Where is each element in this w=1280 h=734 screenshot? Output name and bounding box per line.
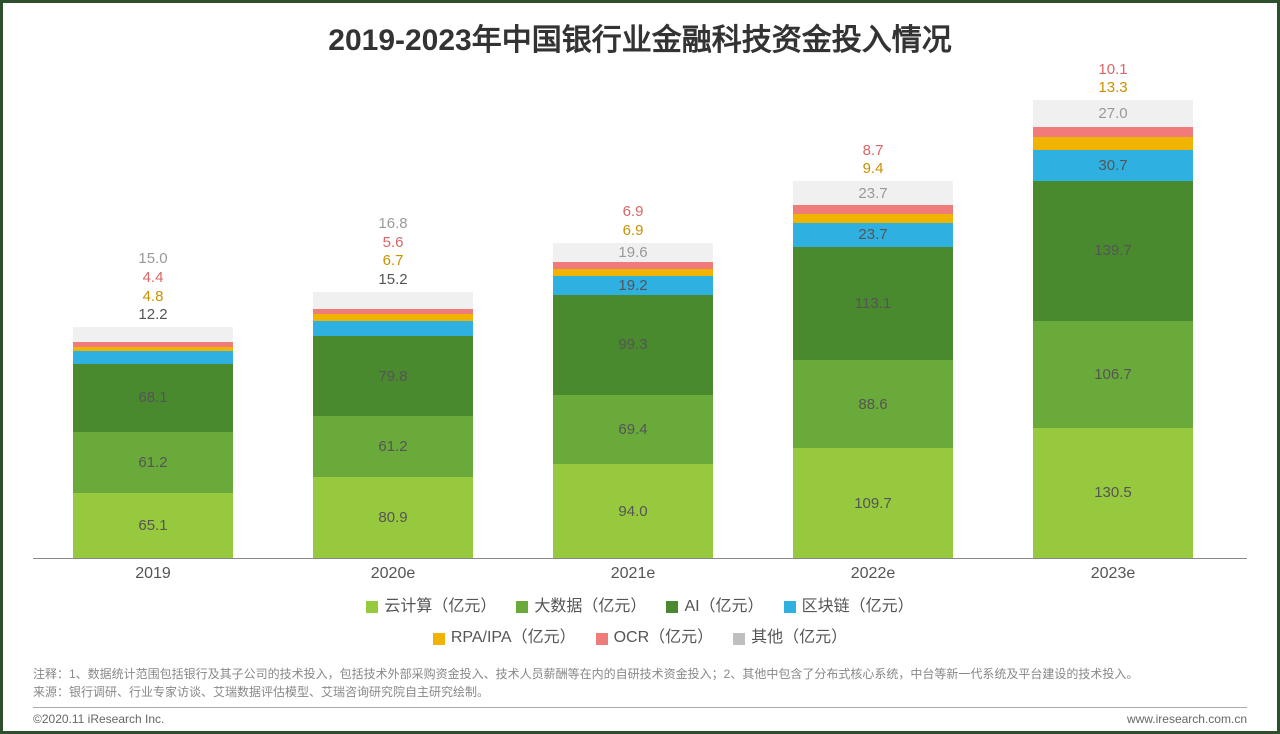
bar-value-label: 8.7 bbox=[863, 142, 884, 161]
bar-segment-bigdata: 69.4 bbox=[553, 395, 713, 464]
bar-group: 80.961.279.816.85.66.715.2 bbox=[313, 292, 473, 558]
x-axis-label: 2020e bbox=[313, 565, 473, 583]
bar-value-label: 9.4 bbox=[863, 160, 884, 179]
legend-item: 区块链（亿元） bbox=[784, 593, 914, 622]
bar-segment-block: 19.2 bbox=[553, 276, 713, 295]
bar-segment-block bbox=[73, 351, 233, 363]
chart-plot-area: 65.161.268.115.04.44.812.280.961.279.816… bbox=[33, 69, 1247, 559]
bar-segment-bigdata: 106.7 bbox=[1033, 321, 1193, 428]
legend-label: 区块链（亿元） bbox=[802, 593, 914, 622]
bar-segment-cloud: 80.9 bbox=[313, 477, 473, 558]
bar-segment-other bbox=[313, 292, 473, 309]
footer: ©2020.11 iResearch Inc. www.iresearch.co… bbox=[33, 708, 1247, 726]
bar-segment-ai: 99.3 bbox=[553, 295, 713, 394]
bar-value-label: 10.1 bbox=[1098, 61, 1127, 80]
bar-segment-block: 23.7 bbox=[793, 223, 953, 247]
bar-segment-block bbox=[313, 321, 473, 336]
x-axis: 2019 2020e 2021e 2022e 2023e bbox=[33, 559, 1247, 589]
bar-value-label: 4.4 bbox=[143, 269, 164, 288]
bar-value-label: 6.7 bbox=[383, 252, 404, 271]
bar-group: 65.161.268.115.04.44.812.2 bbox=[73, 327, 233, 558]
legend-item: AI（亿元） bbox=[666, 593, 763, 622]
bar-labels-above: 16.85.66.715.2 bbox=[313, 215, 473, 290]
legend-swatch bbox=[366, 601, 378, 613]
bar-segment-bigdata: 61.2 bbox=[313, 416, 473, 477]
bar-segment-ocr bbox=[1033, 127, 1193, 137]
bar-segment-other bbox=[73, 327, 233, 342]
legend-label: 大数据（亿元） bbox=[534, 593, 646, 622]
legend-label: OCR（亿元） bbox=[614, 624, 714, 653]
bar-segment-ai: 79.8 bbox=[313, 336, 473, 416]
bar-value-label: 6.9 bbox=[623, 222, 644, 241]
bar-segment-cloud: 94.0 bbox=[553, 464, 713, 558]
copyright-text: ©2020.11 iResearch Inc. bbox=[33, 712, 164, 726]
footnote-2: 来源：银行调研、行业专家访谈、艾瑞数据评估模型、艾瑞咨询研究院自主研究绘制。 bbox=[33, 683, 1247, 701]
bar-value-label: 5.6 bbox=[383, 234, 404, 253]
x-axis-label: 2023e bbox=[1033, 565, 1193, 583]
bar-labels-above: 10.113.3 bbox=[1033, 61, 1193, 99]
legend-label: RPA/IPA（亿元） bbox=[451, 624, 576, 653]
bar-segment-ocr bbox=[793, 205, 953, 214]
chart-title: 2019-2023年中国银行业金融科技资金投入情况 bbox=[33, 15, 1247, 59]
bar-value-label: 12.2 bbox=[138, 306, 167, 325]
legend-item: 其他（亿元） bbox=[733, 624, 847, 653]
bar-segment-ocr bbox=[553, 262, 713, 269]
bar-segment-other: 27.0 bbox=[1033, 100, 1193, 127]
bar-labels-above: 6.96.9 bbox=[553, 203, 713, 241]
bar-labels-above: 15.04.44.812.2 bbox=[73, 250, 233, 325]
legend-label: AI（亿元） bbox=[684, 593, 763, 622]
bar-segment-ocr bbox=[313, 309, 473, 315]
bar-segment-cloud: 65.1 bbox=[73, 493, 233, 558]
legend-item: 云计算（亿元） bbox=[366, 593, 496, 622]
bar-segment-cloud: 130.5 bbox=[1033, 428, 1193, 559]
legend-label: 云计算（亿元） bbox=[384, 593, 496, 622]
bar-value-label: 6.9 bbox=[623, 203, 644, 222]
bar-segment-rpa bbox=[793, 214, 953, 223]
bar-value-label: 4.8 bbox=[143, 288, 164, 307]
bar-segment-rpa bbox=[313, 314, 473, 321]
bar-value-label: 13.3 bbox=[1098, 79, 1127, 98]
website-text: www.iresearch.com.cn bbox=[1127, 712, 1247, 726]
bar-value-label: 15.2 bbox=[378, 271, 407, 290]
bar-group: 130.5106.7139.730.727.010.113.3 bbox=[1033, 100, 1193, 558]
bar-group: 109.788.6113.123.723.78.79.4 bbox=[793, 181, 953, 558]
bar-segment-bigdata: 61.2 bbox=[73, 432, 233, 493]
bar-segment-ocr bbox=[73, 342, 233, 346]
bar-labels-above: 8.79.4 bbox=[793, 142, 953, 180]
bar-value-label: 15.0 bbox=[138, 250, 167, 269]
bar-segment-ai: 68.1 bbox=[73, 364, 233, 432]
x-axis-label: 2022e bbox=[793, 565, 953, 583]
bar-segment-rpa bbox=[73, 347, 233, 352]
bar-segment-rpa bbox=[1033, 137, 1193, 150]
x-axis-label: 2021e bbox=[553, 565, 713, 583]
legend-swatch bbox=[666, 601, 678, 613]
chart-frame: 2019-2023年中国银行业金融科技资金投入情况 65.161.268.115… bbox=[0, 0, 1280, 734]
x-axis-label: 2019 bbox=[73, 565, 233, 583]
bar-segment-ai: 139.7 bbox=[1033, 181, 1193, 321]
bar-value-label: 16.8 bbox=[378, 215, 407, 234]
legend-swatch bbox=[596, 633, 608, 645]
legend-swatch bbox=[516, 601, 528, 613]
bar-segment-other: 19.6 bbox=[553, 243, 713, 263]
bar-segment-cloud: 109.7 bbox=[793, 448, 953, 558]
legend-item: RPA/IPA（亿元） bbox=[433, 624, 576, 653]
legend-item: OCR（亿元） bbox=[596, 624, 714, 653]
bar-group: 94.069.499.319.219.66.96.9 bbox=[553, 243, 713, 558]
footnotes: 注释：1、数据统计范围包括银行及其子公司的技术投入，包括技术外部采购资金投入、技… bbox=[33, 665, 1247, 708]
bar-segment-other: 23.7 bbox=[793, 181, 953, 205]
bar-segment-ai: 113.1 bbox=[793, 247, 953, 360]
legend-swatch bbox=[784, 601, 796, 613]
footnote-1: 注释：1、数据统计范围包括银行及其子公司的技术投入，包括技术外部采购资金投入、技… bbox=[33, 665, 1247, 683]
bar-segment-rpa bbox=[553, 269, 713, 276]
legend-swatch bbox=[733, 633, 745, 645]
legend-label: 其他（亿元） bbox=[751, 624, 847, 653]
bar-segment-block: 30.7 bbox=[1033, 150, 1193, 181]
legend-swatch bbox=[433, 633, 445, 645]
legend-item: 大数据（亿元） bbox=[516, 593, 646, 622]
legend: 云计算（亿元） 大数据（亿元） AI（亿元） 区块链（亿元） RPA/IPA（亿元） OC… bbox=[33, 593, 1247, 655]
bar-segment-bigdata: 88.6 bbox=[793, 360, 953, 449]
